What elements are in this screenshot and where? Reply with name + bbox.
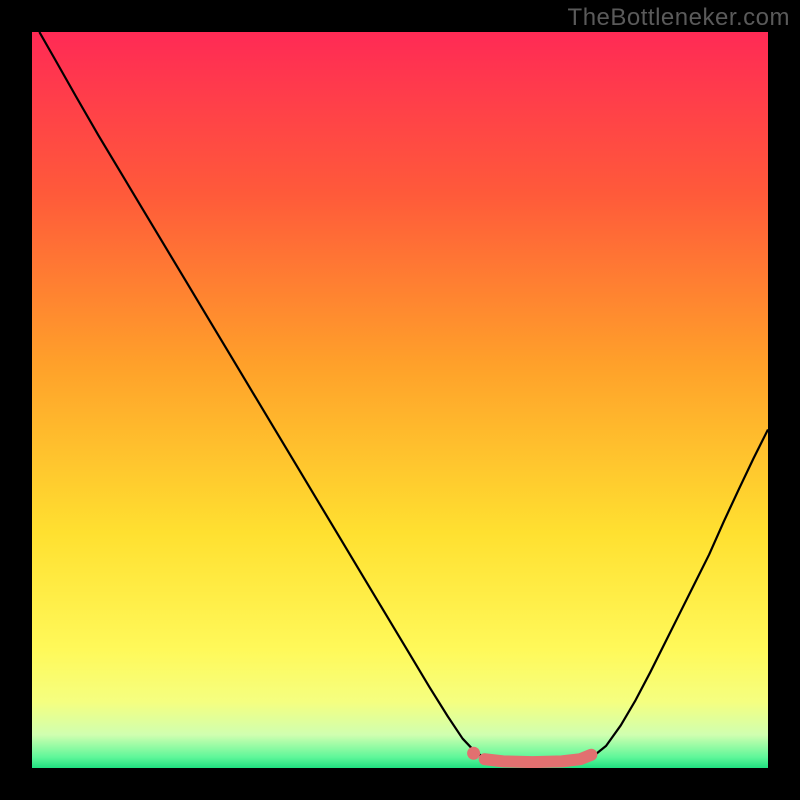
bottleneck-chart xyxy=(32,32,768,768)
watermark-text: TheBottleneker.com xyxy=(568,4,790,32)
optimal-point-marker xyxy=(467,747,480,760)
chart-container: { "watermark": { "text": "TheBottleneker… xyxy=(0,0,800,800)
